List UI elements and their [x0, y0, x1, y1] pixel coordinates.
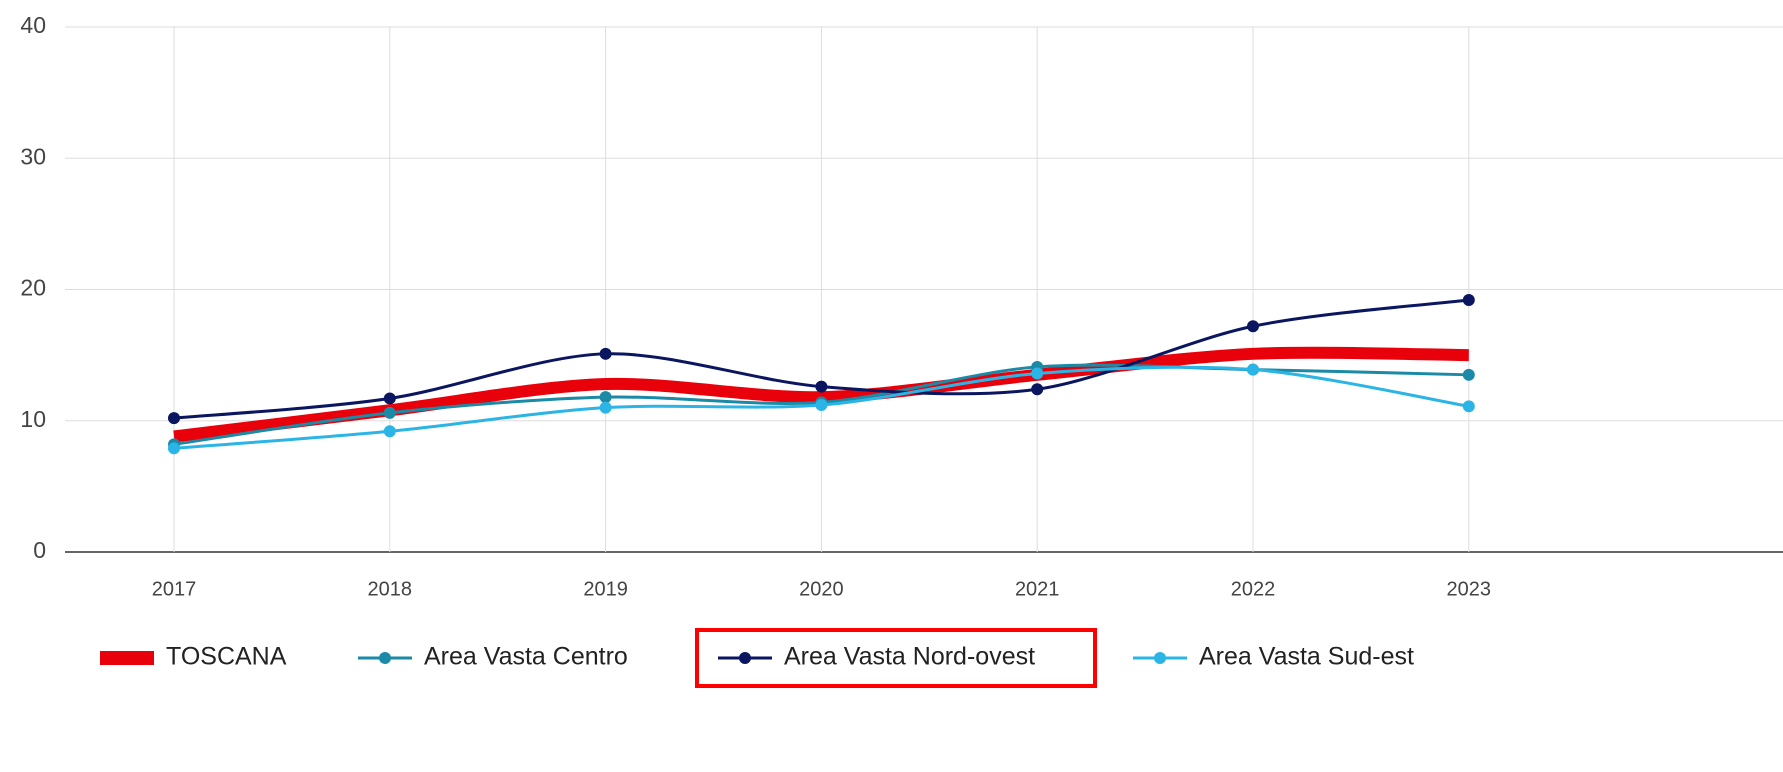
- legend-marker[interactable]: [739, 652, 751, 664]
- y-tick-label: 30: [20, 143, 46, 169]
- point: [383, 425, 396, 438]
- y-tick-label: 10: [20, 406, 46, 432]
- point: [383, 392, 396, 405]
- legend-swatch[interactable]: [100, 651, 154, 665]
- point: [815, 399, 828, 411]
- point: [1462, 400, 1475, 413]
- point: [1247, 363, 1259, 376]
- point: [168, 442, 180, 455]
- y-tick-label: 0: [33, 537, 46, 563]
- point: [599, 347, 612, 360]
- legend-marker[interactable]: [379, 652, 391, 664]
- point: [599, 391, 612, 404]
- point: [168, 412, 180, 425]
- x-tick-label: 2019: [583, 578, 628, 600]
- y-tick-label: 40: [20, 12, 46, 38]
- point: [1031, 367, 1044, 380]
- point: [1031, 383, 1044, 396]
- x-tick-label: 2020: [799, 578, 844, 600]
- point: [383, 406, 396, 419]
- x-tick-label: 2022: [1231, 578, 1276, 600]
- x-tick-label: 2017: [152, 578, 197, 600]
- point: [815, 380, 828, 393]
- y-tick-label: 20: [20, 275, 46, 301]
- x-tick-label: 2023: [1447, 578, 1492, 600]
- point: [599, 401, 612, 414]
- point: [1462, 294, 1475, 306]
- legend-marker[interactable]: [1154, 652, 1166, 664]
- highlight-box: [695, 628, 1097, 688]
- x-tick-label: 2021: [1015, 578, 1060, 600]
- x-tick-label: 2018: [368, 578, 413, 600]
- point: [1462, 368, 1475, 381]
- legend-label[interactable]: Area Vasta Nord-ovest: [784, 643, 1035, 671]
- legend-label[interactable]: Area Vasta Centro: [424, 643, 628, 671]
- legend-label[interactable]: Area Vasta Sud-est: [1199, 643, 1414, 671]
- legend-label[interactable]: TOSCANA: [166, 643, 287, 671]
- point: [1247, 320, 1259, 333]
